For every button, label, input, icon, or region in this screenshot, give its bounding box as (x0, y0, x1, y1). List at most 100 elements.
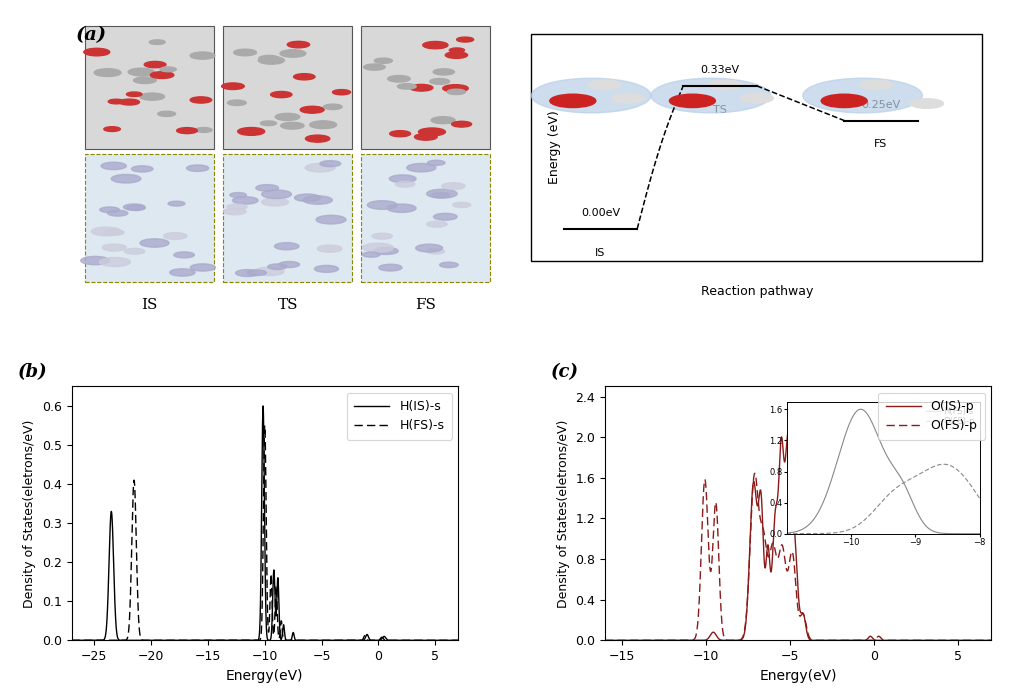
Text: 0.25eV: 0.25eV (862, 100, 900, 110)
Circle shape (271, 91, 292, 97)
H(FS)-s (65, 636, 78, 644)
Circle shape (233, 197, 259, 204)
X-axis label: Energy(eV): Energy(eV) (226, 669, 304, 683)
O(FS)-p (599, 636, 611, 644)
Circle shape (389, 131, 411, 136)
Circle shape (822, 94, 867, 107)
Circle shape (453, 203, 471, 207)
H(FS)-s (205, 636, 218, 644)
Circle shape (224, 208, 246, 215)
Circle shape (170, 269, 195, 276)
Circle shape (427, 221, 447, 227)
H(IS)-s (85, 636, 97, 644)
Line: H(FS)-s: H(FS)-s (72, 425, 458, 640)
Circle shape (740, 93, 774, 103)
Text: TS: TS (713, 104, 727, 115)
Circle shape (306, 164, 335, 172)
Circle shape (398, 84, 416, 89)
Circle shape (419, 128, 446, 136)
Circle shape (177, 127, 197, 134)
Circle shape (708, 80, 741, 90)
Circle shape (140, 93, 165, 100)
H(IS)-s (373, 636, 385, 644)
Circle shape (396, 182, 415, 187)
Circle shape (416, 244, 443, 252)
H(FS)-s (352, 636, 364, 644)
Circle shape (262, 198, 288, 206)
Circle shape (150, 72, 174, 79)
Circle shape (320, 161, 340, 166)
Circle shape (102, 244, 126, 251)
Circle shape (190, 52, 215, 59)
Circle shape (222, 83, 244, 90)
O(FS)-p (950, 636, 963, 644)
O(FS)-p (985, 636, 997, 644)
Circle shape (452, 121, 471, 127)
Circle shape (651, 78, 771, 113)
Text: FS: FS (415, 298, 436, 313)
Text: IS: IS (595, 248, 606, 258)
Circle shape (363, 243, 393, 252)
Circle shape (293, 74, 315, 80)
Circle shape (407, 164, 435, 172)
O(FS)-p (618, 636, 631, 644)
Circle shape (280, 49, 306, 57)
Circle shape (275, 243, 299, 250)
O(FS)-p (739, 624, 751, 633)
Circle shape (101, 162, 127, 170)
Circle shape (443, 85, 468, 92)
Y-axis label: Density of States(eletrons/eV): Density of States(eletrons/eV) (557, 419, 569, 608)
H(IS)-s (193, 636, 205, 644)
Text: (b): (b) (17, 363, 47, 381)
Circle shape (259, 56, 284, 64)
Circle shape (100, 207, 120, 212)
O(FS)-p (844, 636, 856, 644)
Circle shape (190, 264, 216, 271)
Circle shape (247, 270, 267, 276)
O(FS)-p (828, 636, 840, 644)
O(IS)-p (618, 636, 631, 644)
Circle shape (174, 252, 194, 258)
Circle shape (531, 78, 651, 113)
Circle shape (164, 232, 187, 239)
Text: IS: IS (141, 298, 158, 313)
Circle shape (387, 75, 410, 82)
Circle shape (310, 121, 336, 129)
Y-axis label: Density of States(eletrons/eV): Density of States(eletrons/eV) (24, 419, 36, 608)
Text: (c): (c) (551, 363, 578, 381)
H(FS)-s (259, 421, 271, 429)
Circle shape (372, 233, 392, 239)
Text: Energy (eV): Energy (eV) (548, 111, 561, 184)
H(IS)-s (65, 636, 78, 644)
O(IS)-p (985, 636, 997, 644)
O(IS)-p (828, 636, 840, 644)
Circle shape (427, 160, 445, 166)
Circle shape (268, 264, 287, 269)
Circle shape (415, 134, 437, 140)
Circle shape (261, 121, 276, 125)
Circle shape (442, 183, 465, 189)
FancyBboxPatch shape (86, 26, 215, 149)
O(FS)-p (905, 636, 918, 644)
Circle shape (450, 48, 464, 52)
Circle shape (132, 166, 153, 172)
Circle shape (111, 175, 141, 183)
O(IS)-p (782, 428, 794, 436)
H(FS)-s (452, 636, 464, 644)
Circle shape (431, 192, 450, 198)
Circle shape (108, 100, 125, 104)
FancyBboxPatch shape (362, 155, 491, 282)
FancyBboxPatch shape (362, 26, 491, 149)
Circle shape (84, 48, 109, 56)
FancyBboxPatch shape (223, 155, 352, 282)
Circle shape (433, 213, 457, 220)
Circle shape (94, 69, 121, 77)
Circle shape (275, 113, 299, 120)
Legend: H(IS)-s, H(FS)-s: H(IS)-s, H(FS)-s (346, 393, 452, 440)
Text: FS: FS (875, 139, 887, 149)
Circle shape (107, 210, 128, 216)
Circle shape (389, 175, 416, 182)
H(IS)-s (205, 636, 218, 644)
O(IS)-p (844, 636, 856, 644)
H(IS)-s (257, 402, 269, 410)
